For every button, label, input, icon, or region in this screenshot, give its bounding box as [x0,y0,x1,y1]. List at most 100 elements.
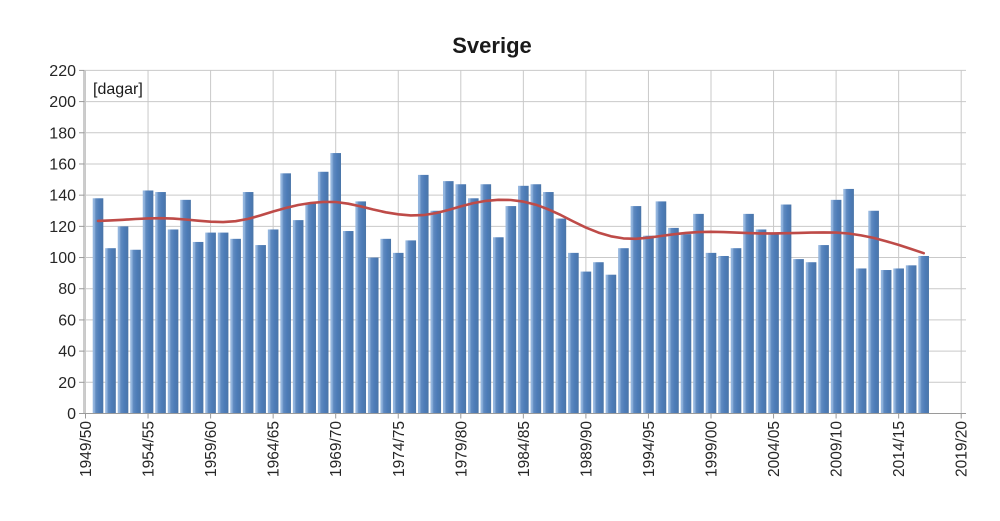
y-tick-label: 120 [49,219,76,236]
bar [205,232,216,414]
bar [468,198,479,414]
bar [568,252,579,414]
bar [455,184,467,414]
bar [292,220,304,414]
y-axis-unit-label: [dagar] [93,81,143,98]
chart-title: Sverige [452,33,532,58]
bar [805,262,817,414]
y-tick-label: 0 [67,406,76,423]
x-tick-label: 1999/00 [704,421,721,477]
bar [442,181,454,414]
bar [555,218,567,414]
bar [518,185,529,414]
bar [267,229,279,414]
bar [330,153,341,414]
axes [79,69,966,419]
bar [605,274,617,414]
bar [543,192,554,414]
bar [530,184,542,414]
bar [843,188,854,414]
bar [130,249,141,414]
y-tick-label: 60 [58,312,76,329]
bar [155,192,166,414]
x-tick-label: 1974/75 [391,421,408,477]
bar [693,213,704,414]
bar [593,262,604,414]
x-tick-label: 1969/70 [328,421,345,477]
x-tick-label: 2014/15 [891,421,908,477]
y-tick-label: 160 [49,156,76,173]
bar [893,268,904,414]
x-tick-label: 2019/20 [954,421,971,477]
bar [280,173,291,414]
bar [117,226,129,414]
bar [918,255,929,414]
bar [793,259,804,414]
bar [780,204,792,414]
x-tick-label: 1949/50 [78,421,95,477]
y-tick-label: 220 [49,63,76,80]
bar [217,232,229,414]
bar [618,248,629,414]
bar [880,270,892,414]
bar [342,231,354,414]
bar [493,237,504,414]
x-tick-label: 2004/05 [766,421,783,477]
bar [580,271,592,414]
bar [818,245,829,414]
x-tick-label: 2009/10 [829,421,846,477]
bar [317,171,329,414]
y-tick-label: 40 [58,344,76,361]
bar [192,241,204,414]
y-tick-label: 180 [49,125,76,142]
bar [668,227,679,414]
bar [255,245,266,414]
bar [655,201,667,414]
bar [730,248,742,414]
bar [430,210,442,414]
bar [868,210,879,414]
x-tick-label: 1959/60 [203,421,220,477]
bar-series [92,153,929,414]
bar [705,252,717,414]
bar [680,234,692,414]
bar [643,235,654,414]
y-tick-label: 100 [49,250,76,267]
bar [355,201,367,414]
bar [405,240,417,414]
bar [180,199,191,414]
y-axis-labels: 0 20 40 60 80 100 120 140 160 180 200 220 [49,63,76,423]
y-tick-label: 20 [58,375,76,392]
x-tick-label: 1994/95 [641,421,658,477]
bar [855,268,867,414]
bar [142,190,154,414]
bar [755,229,767,414]
bar [242,192,254,414]
trend-line [96,198,925,255]
y-tick-label: 140 [49,188,76,205]
bar [630,206,642,414]
x-tick-label: 1979/80 [453,421,470,477]
y-tick-label: 200 [49,94,76,111]
bar [230,238,241,414]
bar [367,257,379,414]
bar [92,198,104,414]
bar [905,265,917,414]
bar [830,199,842,414]
bar [305,202,316,414]
bar [392,252,404,414]
bar [743,213,754,414]
bar [167,229,179,414]
bar [768,234,779,414]
y-tick-label: 80 [58,281,76,298]
bar [380,238,392,414]
bar [417,174,429,414]
bar [718,255,729,414]
x-tick-label: 1964/65 [266,421,283,477]
x-axis-labels: 1949/50 1954/55 1959/60 1964/65 1969/70 1974/… [78,421,971,477]
bar [105,248,116,414]
x-tick-label: 1989/90 [578,421,595,477]
bar [480,184,492,414]
